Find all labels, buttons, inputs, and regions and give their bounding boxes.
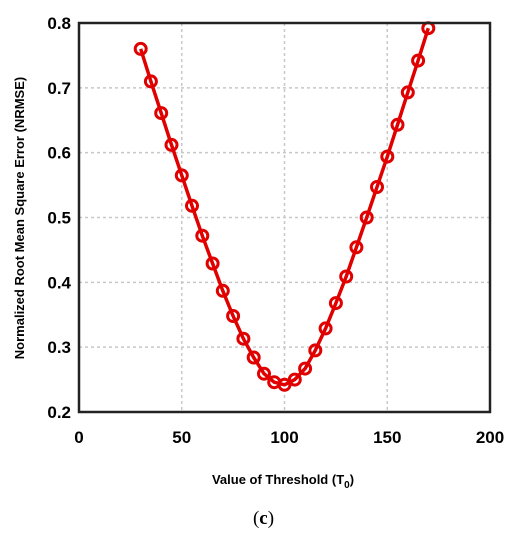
data-point: [380, 149, 395, 164]
x-tick-label: 0: [74, 428, 83, 447]
data-point: [164, 137, 179, 152]
data-point: [298, 361, 313, 376]
x-tick-label: 150: [373, 428, 401, 447]
data-point: [308, 343, 323, 358]
x-tick-label: 50: [172, 428, 191, 447]
data-point: [246, 350, 261, 365]
x-axis-title: Value of Threshold (T0): [212, 472, 354, 491]
data-point: [195, 228, 210, 243]
data-point: [400, 85, 415, 100]
data-point: [257, 366, 271, 381]
data-point: [143, 74, 158, 89]
x-tick-labels: 0 50 100 150 200: [74, 428, 504, 447]
data-point: [339, 269, 354, 284]
series-line: [139, 27, 430, 387]
data-point: [318, 321, 333, 336]
data-point: [359, 210, 374, 225]
data-point: [174, 168, 189, 183]
data-point: [236, 331, 251, 346]
data-point: [215, 283, 230, 298]
data-point: [328, 296, 343, 311]
y-tick-label: 0.8: [47, 14, 71, 33]
line-chart: 0 50 100 150 200 0.2 0.3 0.4 0.5 0.6 0.7 0.8 Value…: [12, 14, 504, 491]
data-point: [370, 180, 384, 194]
y-tick-label: 0.5: [47, 209, 71, 228]
data-point: [154, 106, 169, 121]
figure-caption: (c): [252, 508, 275, 529]
y-tick-label: 0.7: [47, 79, 71, 98]
y-axis-title: Normalized Root Mean Square Error (NRMSE…: [12, 77, 27, 359]
data-point: [411, 53, 426, 68]
data-point: [349, 240, 364, 255]
x-tick-label: 100: [270, 428, 298, 447]
series-markers: [133, 21, 436, 392]
series-polyline: [139, 27, 430, 387]
data-point: [133, 41, 148, 56]
y-tick-label: 0.6: [47, 144, 71, 163]
data-point: [287, 372, 302, 387]
grid-lines: [79, 23, 490, 412]
plot-frame: [77, 21, 492, 414]
y-tick-labels: 0.2 0.3 0.4 0.5 0.6 0.7 0.8: [47, 14, 71, 422]
data-point: [277, 377, 292, 392]
y-tick-label: 0.2: [47, 403, 71, 422]
y-tick-label: 0.3: [47, 338, 71, 357]
x-tick-label: 200: [476, 428, 504, 447]
y-tick-label: 0.4: [47, 273, 71, 292]
data-point: [226, 309, 241, 323]
data-point: [390, 117, 405, 132]
data-point: [185, 198, 199, 213]
data-point: [205, 256, 220, 271]
